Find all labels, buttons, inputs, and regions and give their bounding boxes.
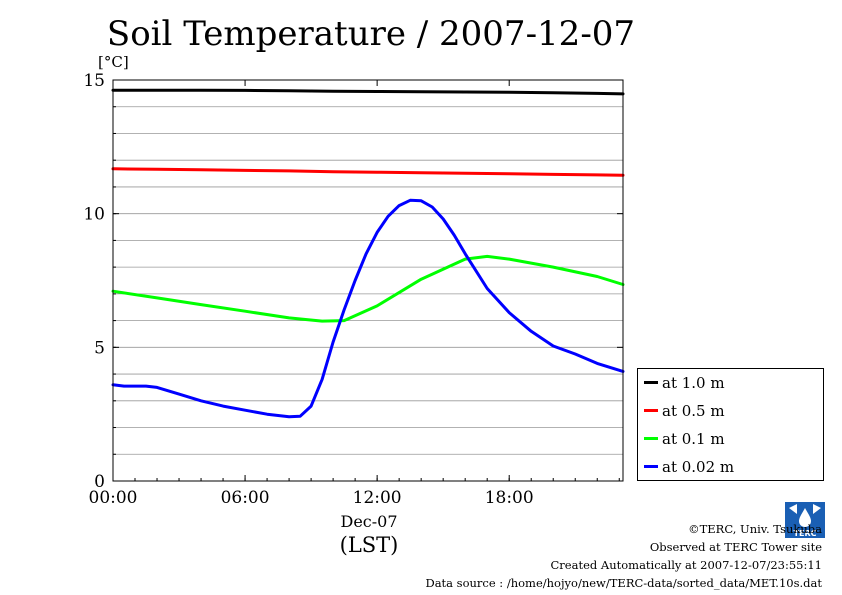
series-line: [111, 167, 625, 177]
x-axis-date-label: Dec-07: [340, 512, 397, 531]
y-tick-label: 5: [94, 338, 105, 358]
legend-label: at 0.02 m: [662, 458, 735, 476]
x-tick-label: 00:00: [89, 488, 138, 508]
legend-label: at 1.0 m: [662, 374, 725, 392]
grid-lines: [113, 106, 623, 455]
credits: ©TERC, Univ. Tsukuba Observed at TERC To…: [425, 520, 822, 592]
series-line: [111, 254, 625, 323]
logo-text: TERC: [794, 529, 817, 538]
legend-label: at 0.5 m: [662, 402, 725, 420]
series-line: [111, 88, 625, 96]
terc-logo-icon: TERC: [785, 502, 825, 538]
y-tick-label: 0: [94, 472, 105, 492]
x-axis-label: (LST): [340, 533, 399, 557]
series-lines: [111, 88, 625, 419]
y-axis-label: [°C]: [98, 53, 129, 71]
legend-item: at 1.0 m: [644, 373, 819, 393]
legend-label: at 0.1 m: [662, 430, 725, 448]
legend-swatch: [644, 408, 658, 412]
created-text: Created Automatically at 2007-12-07/23:5…: [550, 558, 823, 572]
legend-swatch: [644, 436, 658, 440]
x-tick-label: 12:00: [353, 488, 402, 508]
legend-swatch: [644, 380, 658, 384]
plot-frame: [112, 79, 624, 482]
legend: at 1.0 m at 0.5 m at 0.1 m at 0.02 m: [637, 368, 824, 481]
y-tick-label: 10: [83, 205, 105, 225]
x-tick-label: 06:00: [221, 488, 270, 508]
legend-item: at 0.02 m: [644, 457, 819, 477]
source-text: Data source : /home/hojyo/new/TERC-data/…: [425, 576, 822, 590]
legend-item: at 0.1 m: [644, 429, 819, 449]
y-tick-label: 15: [83, 71, 105, 91]
axis-ticks: 0 5 10 15 00:00 06:00 12:00 18:00: [83, 71, 623, 508]
legend-item: at 0.5 m: [644, 401, 819, 421]
chart-title: Soil Temperature / 2007-12-07: [106, 14, 636, 54]
copyright-text: ©TERC, Univ. Tsukuba: [688, 522, 822, 536]
series-line: [111, 198, 625, 419]
x-tick-label: 18:00: [485, 488, 534, 508]
observed-text: Observed at TERC Tower site: [649, 540, 822, 554]
legend-swatch: [644, 464, 658, 468]
